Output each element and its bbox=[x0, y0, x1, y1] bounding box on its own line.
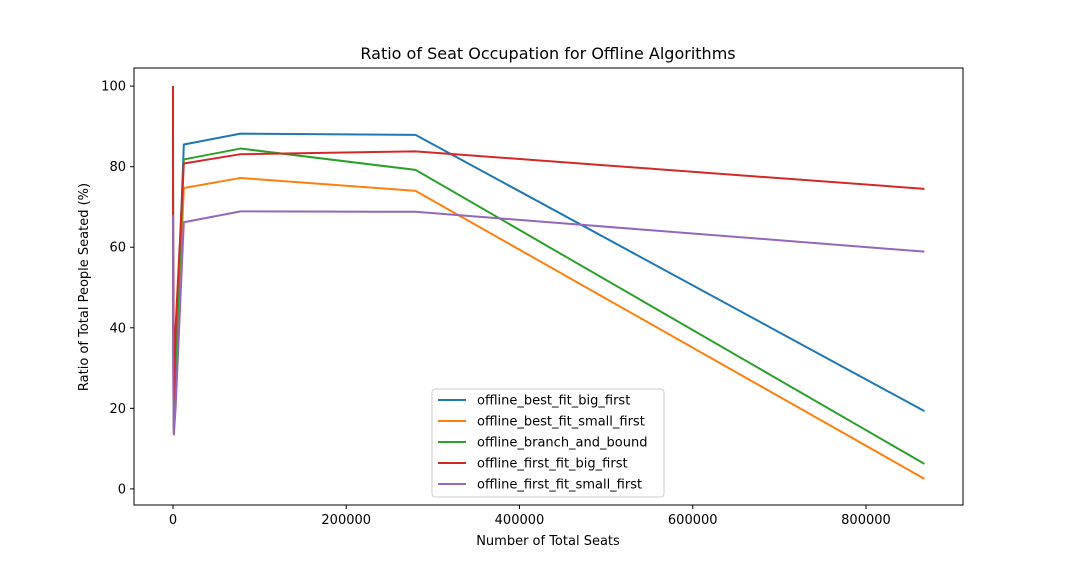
x-tick-label: 800000 bbox=[841, 513, 891, 528]
legend-label-0: offline_best_fit_big_first bbox=[477, 394, 630, 409]
chart-title: Ratio of Seat Occupation for Offline Alg… bbox=[360, 44, 735, 63]
legend: offline_best_fit_big_first offline_best_f… bbox=[431, 388, 665, 498]
y-tick-label: 80 bbox=[109, 160, 126, 175]
y-tick-label: 20 bbox=[109, 402, 126, 417]
plot-border bbox=[133, 67, 964, 506]
series-line-3 bbox=[171, 86, 925, 402]
legend-items: offline_best_fit_big_first offline_best_f… bbox=[438, 394, 647, 493]
legend-label-1: offline_best_fit_small_first bbox=[477, 415, 645, 430]
y-tick-label: 60 bbox=[109, 241, 126, 256]
x-axis: 0 200000 400000 600000 800000 bbox=[169, 505, 891, 528]
series-line-4 bbox=[171, 210, 925, 436]
y-tick-label: 100 bbox=[101, 80, 126, 95]
y-tick-label: 40 bbox=[109, 321, 126, 336]
y-axis: 0 20 40 60 80 100 bbox=[101, 80, 134, 497]
legend-box bbox=[431, 388, 665, 498]
y-axis-label: Ratio of Total People Seated (%) bbox=[77, 183, 92, 391]
x-tick-label: 200000 bbox=[321, 513, 371, 528]
y-tick-label: 0 bbox=[118, 482, 126, 497]
series-layer bbox=[171, 86, 925, 480]
legend-label-2: offline_branch_and_bound bbox=[477, 436, 647, 451]
legend-label-3: offline_first_fit_big_first bbox=[477, 457, 628, 472]
x-tick-label: 0 bbox=[169, 513, 177, 528]
legend-label-4: offline_first_fit_small_first bbox=[477, 478, 642, 493]
x-axis-label: Number of Total Seats bbox=[476, 534, 620, 549]
x-tick-label: 600000 bbox=[668, 513, 718, 528]
x-tick-label: 400000 bbox=[495, 513, 545, 528]
